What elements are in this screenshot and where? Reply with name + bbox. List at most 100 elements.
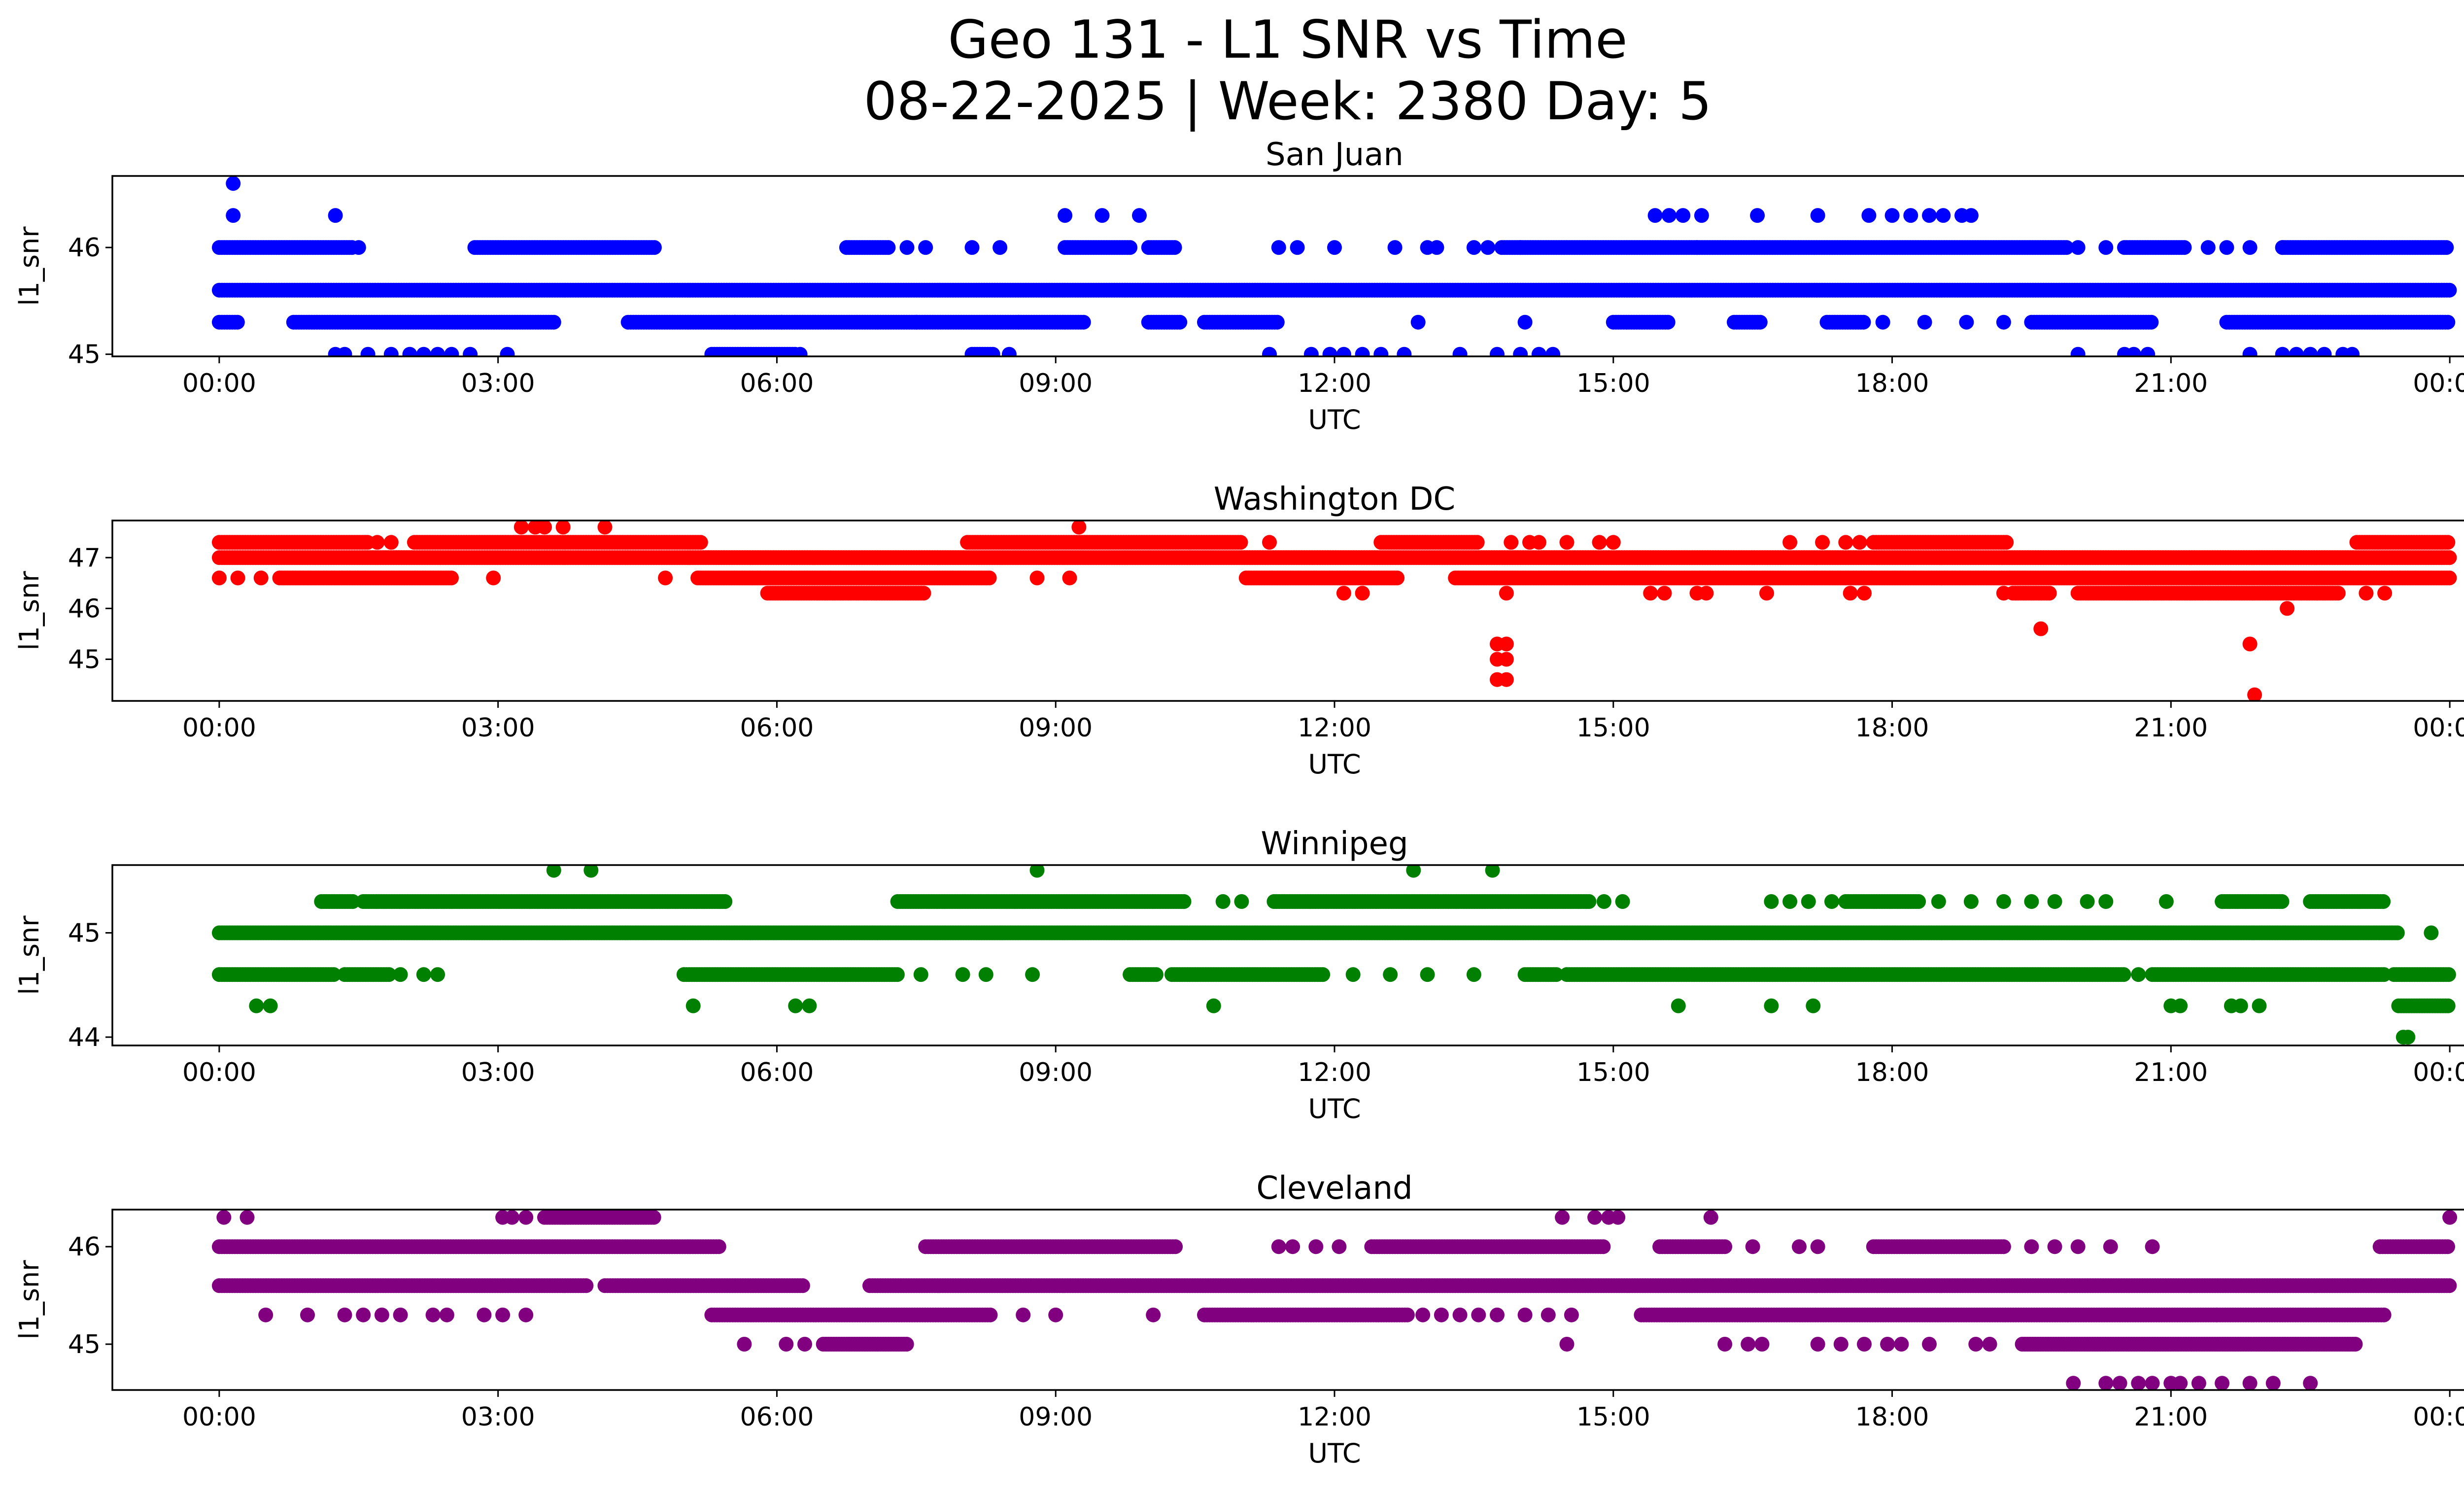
data-point	[1499, 586, 1514, 601]
data-point	[2359, 586, 2374, 601]
x-axis-label: UTC	[1308, 404, 1361, 435]
data-point	[2219, 240, 2234, 255]
data-point	[918, 240, 933, 255]
data-point	[693, 535, 708, 550]
x-tick-label: 21:00	[2134, 369, 2208, 398]
data-point	[1857, 586, 1872, 601]
data-point	[2140, 347, 2156, 356]
x-axis-label: UTC	[1308, 749, 1361, 780]
data-point	[1606, 535, 1621, 550]
data-point	[1262, 535, 1277, 550]
data-point	[463, 347, 478, 356]
data-point	[727, 314, 743, 330]
data-point	[1647, 208, 1663, 223]
x-tick-label: 12:00	[1298, 369, 1371, 398]
data-point	[1355, 586, 1370, 601]
x-tick-label: 00:00	[182, 369, 256, 398]
data-point	[1531, 347, 1546, 356]
data-point	[537, 521, 552, 535]
data-point	[2280, 601, 2295, 616]
data-point	[253, 570, 269, 586]
data-point	[899, 240, 915, 255]
data-point	[982, 570, 997, 586]
scatter-series	[211, 176, 2457, 356]
data-point	[1759, 586, 1774, 601]
data-point	[909, 314, 924, 330]
data-point	[555, 521, 571, 535]
data-point	[1271, 240, 1286, 255]
data-point	[1559, 535, 1574, 550]
data-point	[1373, 347, 1389, 356]
data-point	[1875, 314, 1890, 330]
data-point	[1513, 347, 1528, 356]
data-point	[1884, 208, 1900, 223]
data-point	[1517, 314, 1533, 330]
data-point	[1838, 535, 1853, 550]
data-point	[1076, 314, 1091, 330]
data-point	[2442, 282, 2457, 298]
data-point	[1167, 240, 1182, 255]
data-point	[1694, 208, 1709, 223]
data-point	[1545, 347, 1561, 356]
data-point	[226, 208, 241, 223]
data-point	[337, 347, 352, 356]
scatter-series	[211, 865, 2456, 1045]
x-tick-label: 18:00	[1855, 369, 1929, 398]
figure-title-line1: Geo 131 - L1 SNR vs Time	[948, 9, 1628, 70]
data-point	[1123, 240, 1138, 255]
data-point	[2242, 347, 2258, 356]
data-point	[792, 347, 808, 356]
data-point	[1303, 347, 1319, 356]
data-point	[1996, 586, 2011, 601]
data-point	[383, 347, 399, 356]
data-point	[230, 314, 245, 330]
x-tick-label: 21:00	[2134, 713, 2208, 743]
data-point	[211, 570, 227, 586]
data-point	[1815, 535, 1830, 550]
data-point	[2442, 550, 2457, 565]
data-point	[1387, 240, 1403, 255]
data-point	[1852, 535, 1867, 550]
data-point	[1062, 570, 1077, 586]
data-point	[1262, 347, 1277, 356]
data-point	[1466, 240, 1481, 255]
data-point	[2275, 240, 2290, 255]
panel-title: Winnipeg	[1261, 826, 1408, 862]
data-point	[1592, 535, 1607, 550]
data-point	[1996, 314, 2011, 330]
data-point	[1011, 314, 1026, 330]
y-axis-label: l1_snr	[14, 571, 45, 651]
data-point	[658, 570, 673, 586]
data-point	[1661, 208, 1677, 223]
data-point	[2439, 240, 2454, 255]
data-point	[444, 347, 459, 356]
data-point	[2242, 240, 2258, 255]
data-point	[1480, 240, 1496, 255]
scatter-series	[211, 521, 2457, 701]
y-tick-label: 46	[68, 233, 101, 263]
data-point	[916, 586, 931, 601]
data-point	[1397, 347, 1412, 356]
data-point	[1390, 570, 1405, 586]
data-point	[1172, 314, 1188, 330]
data-point	[1410, 314, 1426, 330]
x-tick-label: 06:00	[740, 713, 814, 743]
data-point	[1936, 208, 1951, 223]
data-point	[1290, 240, 1305, 255]
data-point	[513, 521, 529, 535]
data-point	[1963, 208, 1979, 223]
data-point	[1029, 570, 1045, 586]
x-tick-label: 09:00	[1019, 713, 1093, 743]
data-point	[2070, 240, 2086, 255]
data-point	[2070, 347, 2086, 356]
data-point	[2177, 240, 2192, 255]
data-point	[2126, 347, 2141, 356]
data-point	[1657, 586, 1672, 601]
data-point	[2345, 347, 2360, 356]
data-point	[2377, 586, 2393, 601]
data-point	[1922, 208, 1937, 223]
